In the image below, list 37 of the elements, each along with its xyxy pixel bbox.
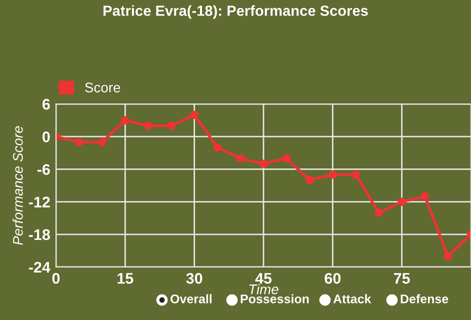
text: Overall (170, 294, 212, 304)
point (352, 170, 360, 179)
point (398, 198, 406, 206)
x-tick-label: 30 (186, 272, 202, 284)
legend-label: Score (85, 82, 120, 92)
text: Defense (400, 294, 448, 304)
chart-title: Patrice Evra(-18): Performance Scores (104, 5, 368, 19)
point (236, 154, 245, 162)
y-tick-label: 6 (42, 98, 50, 110)
point (282, 154, 291, 162)
point (444, 252, 452, 260)
text: Attack (333, 294, 372, 304)
x-tick-label: 75 (394, 273, 410, 284)
y-axis-title: Performance Score (12, 126, 23, 245)
point (374, 208, 383, 217)
y-tick-label: -24 (28, 262, 50, 273)
y-tick-label: 0 (42, 131, 50, 142)
x-tick-label: 60 (324, 272, 341, 284)
point (190, 110, 198, 120)
y-tick-label: -18 (28, 229, 50, 240)
point (98, 138, 106, 146)
text: Possession (240, 294, 309, 304)
point (144, 122, 152, 130)
x-tick-label: 15 (118, 273, 134, 284)
y-tick-label: -6 (37, 164, 50, 175)
x-axis-title: Time (249, 284, 278, 294)
point (213, 143, 222, 152)
point (305, 176, 314, 184)
x-tick-label: 45 (255, 273, 272, 284)
point (259, 160, 268, 168)
x-tick-label: 0 (52, 272, 60, 284)
point (328, 170, 337, 179)
point (74, 138, 84, 146)
point (167, 122, 176, 130)
point (420, 192, 430, 201)
point (121, 116, 130, 124)
y-tick-label: -12 (28, 196, 50, 208)
